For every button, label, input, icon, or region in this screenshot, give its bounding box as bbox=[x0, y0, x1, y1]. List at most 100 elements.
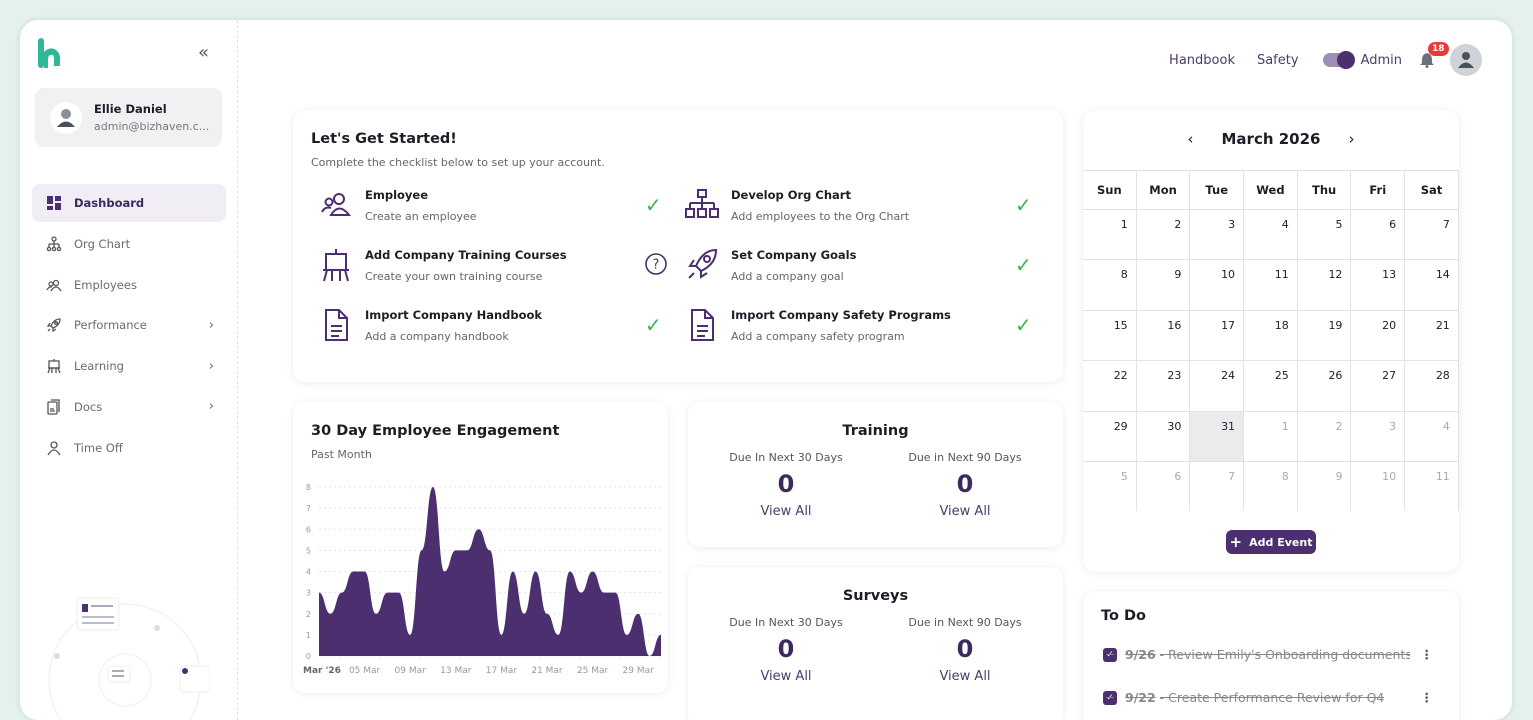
user-card[interactable]: Ellie Daniel admin@bizhaven.c... bbox=[35, 88, 222, 147]
calendar-day[interactable]: 23 bbox=[1137, 360, 1191, 410]
calendar-day[interactable]: 13 bbox=[1351, 259, 1405, 309]
calendar-day-today[interactable]: 31 bbox=[1190, 411, 1244, 461]
calendar-day[interactable]: 18 bbox=[1244, 310, 1298, 360]
sidebar-item-learning[interactable]: Learning› bbox=[32, 347, 226, 385]
surveys-30-view-all[interactable]: View All bbox=[706, 669, 866, 684]
checklist-item-title: Add Company Training Courses bbox=[365, 248, 567, 262]
calendar-day[interactable]: 10 bbox=[1351, 461, 1405, 511]
training-90-view-all[interactable]: View All bbox=[885, 504, 1045, 519]
next-month-button[interactable]: › bbox=[1349, 130, 1355, 148]
calendar-day[interactable]: 3 bbox=[1190, 209, 1244, 259]
calendar-day[interactable]: 3 bbox=[1351, 411, 1405, 461]
calendar-day[interactable]: 17 bbox=[1190, 310, 1244, 360]
x-tick-label: 17 Mar bbox=[486, 666, 518, 676]
calendar-day[interactable]: 15 bbox=[1083, 310, 1137, 360]
calendar-day[interactable]: 8 bbox=[1083, 259, 1137, 309]
training-30-value: 0 bbox=[706, 470, 866, 498]
prev-month-button[interactable]: ‹ bbox=[1188, 130, 1194, 148]
calendar-day[interactable]: 6 bbox=[1351, 209, 1405, 259]
calendar-day[interactable]: 24 bbox=[1190, 360, 1244, 410]
calendar-day[interactable]: 9 bbox=[1137, 259, 1191, 309]
help-icon[interactable]: ? bbox=[645, 253, 667, 280]
sidebar-item-org-chart[interactable]: Org Chart bbox=[32, 225, 226, 263]
checklist-subtitle: Complete the checklist below to set up y… bbox=[311, 156, 605, 169]
notifications-button[interactable]: 18 bbox=[1420, 52, 1434, 68]
sidebar-item-label: Employees bbox=[74, 278, 137, 292]
checklist-item-desc: Add a company safety program bbox=[731, 330, 951, 343]
surveys-90-value: 0 bbox=[885, 635, 1045, 663]
sidebar-item-performance[interactable]: Performance› bbox=[32, 306, 226, 344]
calendar-day[interactable]: 26 bbox=[1298, 360, 1352, 410]
calendar-day[interactable]: 9 bbox=[1298, 461, 1352, 511]
org-chart-icon bbox=[46, 236, 62, 252]
calendar-day[interactable]: 7 bbox=[1190, 461, 1244, 511]
weekday-label: Fri bbox=[1351, 171, 1405, 209]
calendar-day[interactable]: 11 bbox=[1244, 259, 1298, 309]
todo-checkbox[interactable]: ✓ bbox=[1103, 691, 1117, 705]
surveys-90-view-all[interactable]: View All bbox=[885, 669, 1045, 684]
calendar-day[interactable]: 5 bbox=[1083, 461, 1137, 511]
todo-checkbox[interactable]: ✓ bbox=[1103, 648, 1117, 662]
surveys-title: Surveys bbox=[688, 588, 1063, 604]
calendar-day[interactable]: 2 bbox=[1298, 411, 1352, 461]
sidebar-item-dashboard[interactable]: Dashboard bbox=[32, 184, 226, 222]
calendar-day[interactable]: 19 bbox=[1298, 310, 1352, 360]
calendar-day[interactable]: 14 bbox=[1405, 259, 1459, 309]
more-options-icon[interactable]: ⋮ bbox=[1421, 690, 1434, 705]
calendar-day[interactable]: 30 bbox=[1137, 411, 1191, 461]
calendar-day[interactable]: 16 bbox=[1137, 310, 1191, 360]
calendar-day[interactable]: 25 bbox=[1244, 360, 1298, 410]
calendar-day[interactable]: 27 bbox=[1351, 360, 1405, 410]
admin-toggle[interactable] bbox=[1323, 53, 1353, 67]
calendar-day[interactable]: 5 bbox=[1298, 209, 1352, 259]
document-icon bbox=[685, 308, 719, 342]
calendar-day[interactable]: 4 bbox=[1244, 209, 1298, 259]
todo-card: To Do ✓9/26- Review Emily's Onboarding d… bbox=[1083, 591, 1459, 720]
calendar-day[interactable]: 10 bbox=[1190, 259, 1244, 309]
calendar-day[interactable]: 11 bbox=[1405, 461, 1459, 511]
calendar-day[interactable]: 7 bbox=[1405, 209, 1459, 259]
calendar-day[interactable]: 8 bbox=[1244, 461, 1298, 511]
calendar-day[interactable]: 4 bbox=[1405, 411, 1459, 461]
calendar-day[interactable]: 22 bbox=[1083, 360, 1137, 410]
safety-link[interactable]: Safety bbox=[1257, 53, 1299, 68]
calendar-day[interactable]: 28 bbox=[1405, 360, 1459, 410]
calendar-day[interactable]: 6 bbox=[1137, 461, 1191, 511]
todo-text: - Review Emily's Onboarding documents bbox=[1160, 647, 1410, 662]
x-tick-label: 21 Mar bbox=[531, 666, 563, 676]
weekday-label: Thu bbox=[1298, 171, 1352, 209]
sidebar-item-label: Time Off bbox=[74, 441, 123, 455]
add-event-button[interactable]: +Add Event bbox=[1226, 530, 1316, 554]
training-30-view-all[interactable]: View All bbox=[706, 504, 866, 519]
calendar-day[interactable]: 1 bbox=[1244, 411, 1298, 461]
sidebar-item-time-off[interactable]: Time Off bbox=[32, 429, 226, 467]
document-icon bbox=[319, 308, 353, 342]
profile-avatar[interactable] bbox=[1450, 44, 1482, 76]
training-90-label: Due in Next 90 Days bbox=[885, 451, 1045, 464]
sidebar-item-docs[interactable]: Docs› bbox=[32, 388, 226, 426]
x-tick-label: 29 Mar bbox=[623, 666, 655, 676]
calendar-day[interactable]: 2 bbox=[1137, 209, 1191, 259]
sidebar-item-employees[interactable]: Employees bbox=[32, 266, 226, 304]
todo-title: To Do bbox=[1101, 608, 1146, 624]
calendar-day[interactable]: 20 bbox=[1351, 310, 1405, 360]
todo-text: - Create Performance Review for Q4 bbox=[1160, 690, 1385, 705]
surveys-90-label: Due in Next 90 Days bbox=[885, 616, 1045, 629]
weekday-label: Sat bbox=[1405, 171, 1459, 209]
collapse-sidebar-icon[interactable]: « bbox=[198, 42, 209, 63]
calendar-day[interactable]: 21 bbox=[1405, 310, 1459, 360]
handbook-link[interactable]: Handbook bbox=[1169, 53, 1235, 68]
calendar-day[interactable]: 29 bbox=[1083, 411, 1137, 461]
calendar-day[interactable]: 1 bbox=[1083, 209, 1137, 259]
checklist-item-title: Employee bbox=[365, 188, 477, 202]
more-options-icon[interactable]: ⋮ bbox=[1421, 647, 1434, 662]
calendar-day[interactable]: 12 bbox=[1298, 259, 1352, 309]
